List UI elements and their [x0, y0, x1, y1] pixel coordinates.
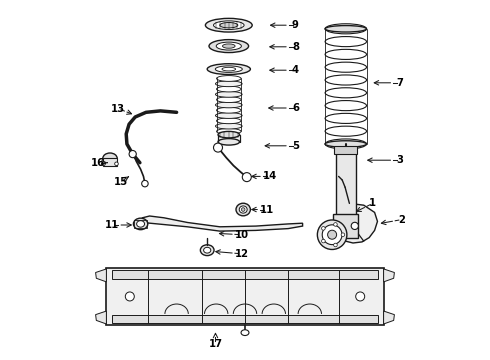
Ellipse shape: [321, 226, 325, 230]
Ellipse shape: [200, 245, 214, 256]
Ellipse shape: [341, 233, 345, 237]
Text: 11: 11: [105, 220, 119, 230]
Text: 5: 5: [292, 141, 299, 151]
Text: 10: 10: [234, 230, 248, 240]
Ellipse shape: [217, 107, 241, 113]
Ellipse shape: [115, 162, 118, 166]
Ellipse shape: [236, 203, 250, 216]
Bar: [112, 270, 378, 279]
Ellipse shape: [325, 113, 367, 123]
Ellipse shape: [325, 75, 367, 85]
Polygon shape: [143, 216, 303, 231]
Ellipse shape: [142, 180, 148, 187]
Ellipse shape: [204, 247, 211, 253]
Ellipse shape: [217, 86, 241, 92]
Polygon shape: [384, 269, 394, 282]
Polygon shape: [342, 203, 377, 243]
Ellipse shape: [217, 129, 241, 134]
Ellipse shape: [214, 21, 244, 30]
Text: 9: 9: [292, 20, 299, 30]
Ellipse shape: [205, 18, 252, 32]
Text: 1: 1: [369, 198, 376, 208]
Bar: [334, 146, 357, 154]
Ellipse shape: [351, 222, 358, 230]
Ellipse shape: [125, 292, 134, 301]
Ellipse shape: [220, 22, 238, 28]
Ellipse shape: [325, 49, 367, 59]
Ellipse shape: [222, 67, 236, 71]
Ellipse shape: [242, 173, 251, 181]
Ellipse shape: [325, 26, 367, 32]
Ellipse shape: [242, 208, 245, 211]
Ellipse shape: [216, 91, 242, 97]
Ellipse shape: [216, 102, 242, 108]
Ellipse shape: [328, 230, 337, 239]
Bar: [103, 158, 117, 166]
Text: 11: 11: [260, 204, 274, 215]
Ellipse shape: [217, 97, 241, 103]
Ellipse shape: [325, 24, 367, 34]
Ellipse shape: [218, 131, 240, 138]
Ellipse shape: [322, 225, 342, 245]
Text: 6: 6: [292, 103, 299, 113]
Bar: [106, 268, 384, 325]
Text: 14: 14: [262, 171, 276, 181]
Ellipse shape: [216, 123, 242, 129]
Ellipse shape: [325, 100, 367, 111]
Ellipse shape: [325, 139, 367, 149]
Text: 12: 12: [234, 249, 248, 259]
Ellipse shape: [333, 222, 341, 230]
Ellipse shape: [325, 62, 367, 72]
Text: 17: 17: [208, 339, 222, 349]
Polygon shape: [96, 311, 106, 324]
Text: 13: 13: [111, 104, 125, 114]
Ellipse shape: [241, 330, 249, 336]
Ellipse shape: [356, 292, 365, 301]
Bar: [333, 214, 358, 238]
Ellipse shape: [222, 44, 235, 48]
Bar: [336, 148, 356, 220]
Ellipse shape: [102, 162, 105, 166]
Text: 3: 3: [396, 155, 403, 165]
Ellipse shape: [334, 222, 337, 226]
Ellipse shape: [321, 239, 325, 243]
Ellipse shape: [133, 218, 148, 230]
Ellipse shape: [137, 221, 145, 227]
Ellipse shape: [325, 141, 367, 147]
Ellipse shape: [334, 243, 337, 247]
Ellipse shape: [239, 206, 247, 213]
Ellipse shape: [218, 139, 240, 145]
Ellipse shape: [209, 40, 248, 53]
Ellipse shape: [217, 118, 241, 124]
Bar: [134, 220, 147, 228]
Text: 7: 7: [396, 78, 403, 88]
Text: 4: 4: [292, 65, 299, 75]
Ellipse shape: [325, 88, 367, 98]
Ellipse shape: [325, 126, 367, 136]
Text: 8: 8: [292, 42, 299, 52]
Ellipse shape: [214, 143, 222, 152]
Polygon shape: [96, 269, 106, 282]
Bar: [112, 315, 378, 323]
Polygon shape: [384, 311, 394, 324]
Ellipse shape: [217, 76, 241, 81]
Ellipse shape: [215, 66, 242, 72]
Ellipse shape: [207, 64, 250, 75]
Text: 16: 16: [91, 158, 105, 168]
Text: 15: 15: [114, 177, 128, 187]
Ellipse shape: [216, 81, 242, 87]
Ellipse shape: [216, 113, 242, 118]
Ellipse shape: [325, 37, 367, 47]
Text: 2: 2: [398, 215, 405, 225]
Ellipse shape: [318, 220, 347, 249]
Ellipse shape: [129, 150, 136, 158]
Ellipse shape: [216, 42, 242, 50]
Ellipse shape: [103, 153, 117, 164]
